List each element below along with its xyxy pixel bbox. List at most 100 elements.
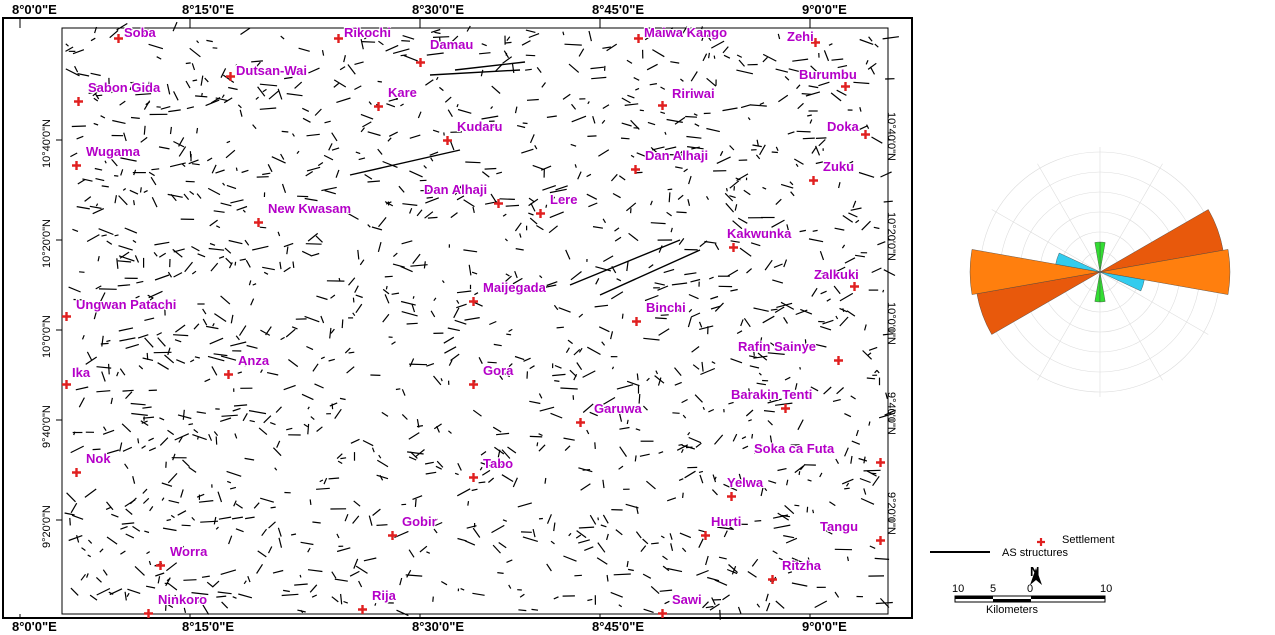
- scale-bar-tick-label: 10: [1100, 583, 1113, 595]
- lineament: [450, 212, 458, 219]
- lineament: [119, 442, 123, 452]
- lineament: [425, 471, 437, 475]
- lineament: [301, 250, 312, 257]
- lineament: [303, 423, 309, 428]
- lineament: [640, 545, 647, 552]
- lineament: [528, 198, 539, 207]
- lineament: [526, 98, 539, 101]
- lineament: [496, 368, 510, 378]
- lineament: [738, 59, 745, 67]
- lineament: [367, 131, 381, 137]
- lineament: [235, 335, 240, 341]
- lineament: [140, 136, 148, 143]
- lineament: [267, 164, 273, 173]
- lineament: [104, 449, 120, 455]
- lineament: [157, 362, 169, 370]
- lineament: [531, 608, 539, 611]
- lineament: [684, 272, 697, 276]
- lineament: [786, 224, 790, 235]
- lineament: [770, 308, 778, 311]
- rose-grid-spoke: [1099, 271, 1163, 381]
- lineament: [192, 79, 198, 82]
- lineament: [182, 459, 190, 468]
- lineament: [238, 593, 253, 599]
- lineament: [784, 376, 791, 381]
- lineament: [263, 415, 272, 424]
- lineament: [610, 173, 618, 182]
- top-coordinate-label: 8°15'0"E: [182, 2, 235, 17]
- lineament: [122, 389, 134, 392]
- lineament: [436, 460, 444, 468]
- lineament: [386, 103, 396, 108]
- lineament: [528, 197, 535, 203]
- lineament: [868, 346, 878, 351]
- lineament: [89, 594, 98, 601]
- lineament: [810, 65, 821, 75]
- lineament: [354, 285, 359, 293]
- lineament: [570, 271, 582, 281]
- lineament: [818, 139, 826, 147]
- lineament: [777, 33, 781, 40]
- lineament: [823, 50, 830, 62]
- lineament: [207, 187, 221, 196]
- lineament: [298, 47, 310, 52]
- lineament: [164, 354, 175, 364]
- lineament: [546, 514, 552, 524]
- lineament: [633, 77, 640, 81]
- lineament: [377, 80, 382, 83]
- legend-structures-label: AS structures: [1002, 547, 1069, 559]
- lineament: [429, 69, 521, 76]
- lineament: [124, 463, 129, 470]
- lineament: [168, 109, 181, 113]
- lineament: [333, 82, 340, 88]
- lineament: [783, 259, 788, 268]
- lineament: [841, 478, 854, 485]
- lineament: [80, 573, 86, 581]
- lineament: [311, 594, 318, 598]
- lineament: [772, 279, 784, 284]
- lineament: [696, 569, 709, 576]
- lineament: [340, 457, 347, 460]
- lineament: [352, 515, 360, 524]
- lineament: [268, 90, 280, 100]
- lineament: [619, 426, 630, 430]
- lineament: [538, 444, 546, 452]
- lineament: [147, 294, 154, 299]
- lineament: [125, 533, 135, 539]
- rose-grid-spoke: [1037, 163, 1101, 273]
- lineament: [654, 282, 665, 286]
- settlement-label: Rikochi: [344, 25, 391, 40]
- lineament: [628, 232, 639, 242]
- lineament: [381, 411, 389, 417]
- lineament: [102, 569, 108, 576]
- lineament: [775, 68, 789, 73]
- rose-grid-spoke: [1099, 163, 1163, 273]
- lineament: [180, 489, 184, 498]
- rose-diagram: [969, 147, 1231, 397]
- lineament: [597, 542, 606, 553]
- lineament: [845, 482, 850, 487]
- lineament: [360, 38, 364, 50]
- lineament: [138, 365, 144, 370]
- lineament: [424, 211, 434, 219]
- lineament: [620, 137, 630, 140]
- lineament: [226, 470, 242, 477]
- lineament: [109, 29, 119, 39]
- lineament: [602, 479, 605, 489]
- lineament: [235, 167, 238, 172]
- lineament: [855, 429, 859, 437]
- lineament: [314, 108, 322, 116]
- lineament: [412, 253, 421, 264]
- lineament: [519, 233, 522, 238]
- lineament: [480, 462, 493, 468]
- lineament: [534, 145, 538, 150]
- lineament: [288, 359, 299, 368]
- lineament: [780, 301, 795, 310]
- lineament: [161, 600, 174, 609]
- lineament: [97, 255, 100, 262]
- lineament: [212, 580, 220, 588]
- lineament: [330, 294, 336, 299]
- lineament: [746, 268, 752, 274]
- lineament: [667, 188, 673, 191]
- lineament: [568, 532, 572, 537]
